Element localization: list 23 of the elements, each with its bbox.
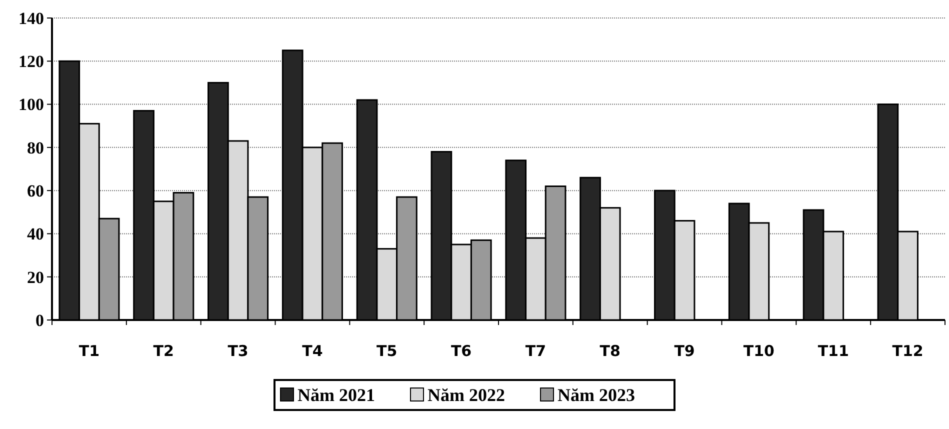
- y-tick-label: 140: [18, 8, 44, 28]
- x-tick-label: T4: [302, 342, 323, 360]
- y-tick-label: 60: [27, 182, 44, 201]
- x-tick-label: T2: [153, 342, 174, 360]
- x-tick-label: T8: [600, 342, 620, 360]
- x-tick-label: T9: [674, 342, 695, 360]
- x-tick-label: T5: [376, 342, 398, 360]
- y-tick-label: 0: [36, 310, 44, 330]
- y-tick-label: 40: [27, 224, 44, 244]
- x-tick-label: T1: [78, 342, 100, 360]
- x-tick-label: T11: [818, 342, 849, 360]
- x-tick-label: T12: [892, 342, 924, 360]
- y-tick-label: 100: [18, 95, 44, 114]
- y-tick-label: 20: [27, 268, 44, 287]
- legend-label: Năm 2023: [558, 385, 635, 405]
- legend-label: Năm 2021: [298, 385, 375, 405]
- x-tick-label: T6: [450, 342, 472, 360]
- x-tick-label: T3: [228, 342, 248, 360]
- x-tick-label: T7: [525, 342, 546, 360]
- legend-label: Năm 2022: [428, 385, 505, 405]
- y-tick-label: 120: [18, 52, 44, 72]
- y-tick-label: 80: [27, 138, 44, 158]
- x-tick-label: T10: [743, 342, 775, 360]
